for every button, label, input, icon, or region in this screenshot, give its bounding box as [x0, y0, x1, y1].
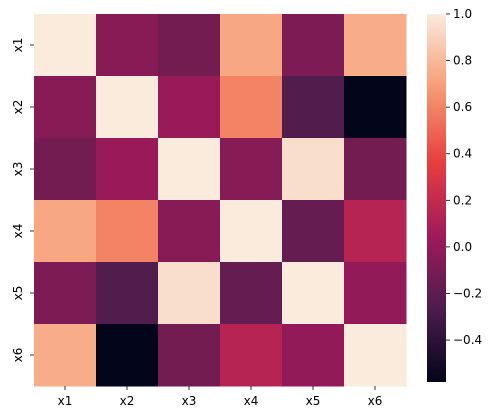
colorbar-tick-label: −0.4 [453, 333, 482, 347]
heatmap-cell-x4-x6 [344, 200, 407, 263]
y-tick-label: x1 [11, 38, 25, 53]
heatmap-cell-x3-x3 [158, 138, 221, 201]
x-tick-label: x3 [182, 394, 197, 408]
heatmap-cell-x3-x4 [220, 138, 283, 201]
y-tick-label: x5 [11, 286, 25, 301]
colorbar-gradient [427, 14, 446, 382]
colorbar-tick-label: −0.2 [453, 286, 482, 300]
y-tick-label: x6 [11, 348, 25, 363]
x-tick-label: x1 [58, 394, 73, 408]
colorbar-tick-label: 0.6 [453, 100, 472, 114]
heatmap-cell-x5-x1 [34, 262, 97, 325]
x-tick-label: x6 [368, 394, 383, 408]
heatmap-cell-x6-x3 [158, 324, 221, 387]
heatmap-cell-x5-x6 [344, 262, 407, 325]
heatmap-cell-x6-x1 [34, 324, 97, 387]
heatmap-cell-x6-x2 [96, 324, 159, 387]
y-axis-ticks: x1 x2 x3 x4 x5 x6 [11, 38, 34, 363]
colorbar-tick-label: 0.4 [453, 147, 472, 161]
heatmap-cell-x3-x6 [344, 138, 407, 201]
heatmap-cell-x5-x2 [96, 262, 159, 325]
heatmap-cell-x4-x3 [158, 200, 221, 263]
heatmap-cell-x4-x4 [220, 200, 283, 263]
heatmap-cell-x5-x3 [158, 262, 221, 325]
heatmap-cell-x3-x5 [282, 138, 345, 201]
heatmap-cell-x1-x2 [96, 14, 159, 77]
x-tick-label: x5 [306, 394, 321, 408]
heatmap-cell-x2-x6 [344, 76, 407, 139]
colorbar-tick-label: 0.2 [453, 193, 472, 207]
heatmap-cell-x4-x5 [282, 200, 345, 263]
y-tick-label: x4 [11, 224, 25, 239]
heatmap-cell-x5-x4 [220, 262, 283, 325]
heatmap-cell-x2-x1 [34, 76, 97, 139]
x-tick-label: x4 [244, 394, 259, 408]
heatmap-cell-x1-x6 [344, 14, 407, 77]
heatmap-cell-x1-x4 [220, 14, 283, 77]
heatmap-cell-x1-x5 [282, 14, 345, 77]
colorbar-tick-label: 0.0 [453, 240, 472, 254]
heatmap-cell-x4-x2 [96, 200, 159, 263]
heatmap-cell-x1-x1 [34, 14, 97, 77]
x-tick-label: x2 [120, 394, 135, 408]
heatmap-cell-x6-x4 [220, 324, 283, 387]
heatmap-cell-x2-x2 [96, 76, 159, 139]
y-tick-label: x3 [11, 162, 25, 177]
heatmap-cell-x1-x3 [158, 14, 221, 77]
heatmap-cell-x2-x5 [282, 76, 345, 139]
heatmap-cell-x6-x6 [344, 324, 407, 387]
heatmap-cell-x2-x4 [220, 76, 283, 139]
colorbar-tick-label: 0.8 [453, 54, 472, 68]
heatmap-cells [34, 14, 407, 387]
colorbar: −0.4 −0.2 0.0 0.2 0.4 0.6 0.8 1.0 [427, 7, 482, 382]
heatmap-cell-x6-x5 [282, 324, 345, 387]
heatmap-cell-x3-x2 [96, 138, 159, 201]
y-tick-label: x2 [11, 100, 25, 115]
heatmap-cell-x5-x5 [282, 262, 345, 325]
heatmap-cell-x4-x1 [34, 200, 97, 263]
colorbar-tick-label: 1.0 [453, 7, 472, 21]
x-axis-ticks: x1 x2 x3 x4 x5 x6 [58, 386, 383, 408]
colorbar-ticks: −0.4 −0.2 0.0 0.2 0.4 0.6 0.8 1.0 [446, 7, 482, 347]
heatmap-cell-x3-x1 [34, 138, 97, 201]
heatmap-cell-x2-x3 [158, 76, 221, 139]
